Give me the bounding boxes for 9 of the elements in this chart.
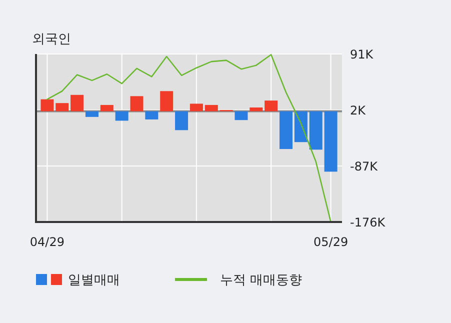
y-tick-label: -176K [350, 216, 386, 230]
x-tick-label: 05/29 [314, 235, 348, 249]
legend-label: 일별매매 [68, 273, 120, 288]
chart-title: 외국인 [32, 32, 71, 47]
y-tick-label: -87K [350, 160, 379, 174]
x-tick-label: 04/29 [30, 235, 64, 249]
y-tick-label: 91K [350, 48, 374, 62]
y-tick-label: 2K [350, 104, 367, 118]
legend-label: 누적 매매동향 [220, 273, 302, 288]
